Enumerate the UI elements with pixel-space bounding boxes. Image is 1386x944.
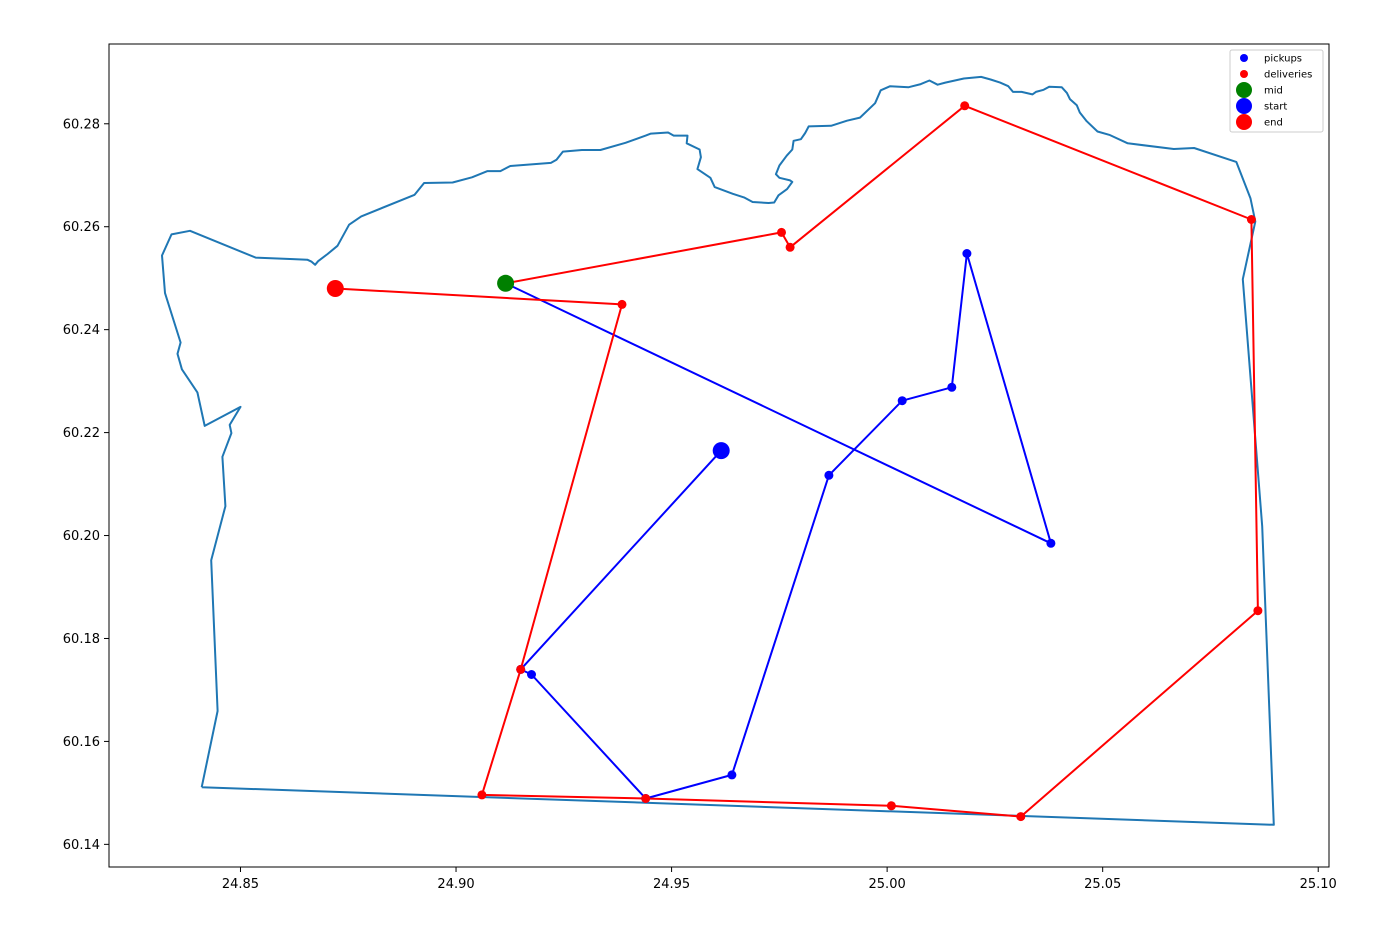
x-tick-label: 25.00 [869, 877, 906, 892]
legend-marker-pickups [1240, 54, 1248, 62]
x-tick-label: 24.95 [653, 877, 690, 892]
x-axis: 24.85 24.90 24.95 25.00 25.05 25.10 [222, 867, 1337, 892]
y-tick-label: 60.16 [63, 735, 100, 750]
plot-frame [108, 43, 1330, 868]
legend-marker-deliveries [1240, 70, 1248, 78]
legend-box [1229, 49, 1324, 133]
deliveries-point [1016, 812, 1026, 822]
y-axis: 60.14 60.16 60.18 60.20 60.22 60.24 60.26 60.28 [63, 117, 109, 853]
marker-layer [326, 274, 730, 460]
deliveries-point [785, 242, 795, 252]
y-tick-label: 60.24 [63, 323, 100, 338]
end-marker [326, 280, 344, 297]
mid-marker [497, 274, 515, 292]
pickups-point [727, 770, 737, 780]
pickups-point [1046, 538, 1056, 548]
boundary-outline [161, 75, 1275, 826]
x-tick-label: 25.10 [1300, 877, 1337, 892]
pickups-point [947, 382, 957, 392]
deliveries-point [477, 790, 487, 800]
legend-marker-end [1236, 114, 1252, 130]
legend-label-end: end [1264, 118, 1283, 129]
y-tick-label: 60.26 [63, 220, 100, 235]
x-tick-label: 24.85 [222, 877, 259, 892]
deliveries-point [516, 664, 526, 674]
legend-label-mid: mid [1264, 86, 1283, 97]
legend-label-start: start [1264, 102, 1287, 113]
deliveries-point [641, 794, 651, 803]
x-tick-label: 24.90 [437, 877, 474, 892]
legend-marker-mid [1236, 82, 1252, 98]
deliveries-point [960, 101, 970, 111]
y-tick-label: 60.22 [63, 426, 100, 441]
y-tick-label: 60.14 [63, 838, 100, 853]
pickups-point [527, 670, 536, 679]
legend-label-deliveries: deliveries [1264, 70, 1312, 81]
pickups-point [962, 249, 972, 258]
y-tick-label: 60.28 [63, 117, 100, 132]
deliveries-point [1253, 606, 1263, 616]
legend: pickups deliveries mid start end [1229, 49, 1324, 133]
x-tick-label: 25.05 [1084, 877, 1121, 892]
deliveries-point [886, 801, 896, 811]
deliveries-point [777, 227, 786, 237]
start-marker [712, 442, 730, 460]
legend-marker-start [1236, 98, 1252, 114]
y-tick-label: 60.20 [63, 529, 100, 544]
y-tick-label: 60.18 [63, 632, 100, 647]
deliveries-point [617, 299, 627, 309]
deliveries-point [1246, 215, 1256, 224]
boundary-layer [161, 75, 1275, 826]
pickups-point [897, 396, 907, 406]
legend-label-pickups: pickups [1264, 54, 1302, 65]
pickups-point [824, 470, 834, 480]
